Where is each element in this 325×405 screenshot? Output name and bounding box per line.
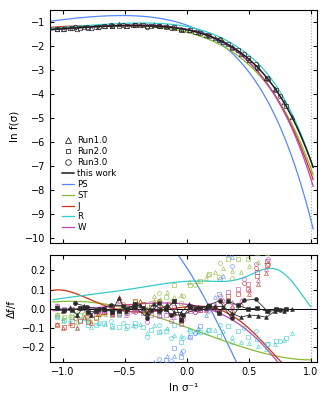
Y-axis label: Δf/f: Δf/f [6,300,17,318]
Y-axis label: ln f(σ): ln f(σ) [9,111,20,142]
Legend: Run1.0, Run2.0, Run3.0, this work, PS, ST, J, R, W: Run1.0, Run2.0, Run3.0, this work, PS, S… [60,134,118,234]
X-axis label: ln σ⁻¹: ln σ⁻¹ [169,383,198,393]
